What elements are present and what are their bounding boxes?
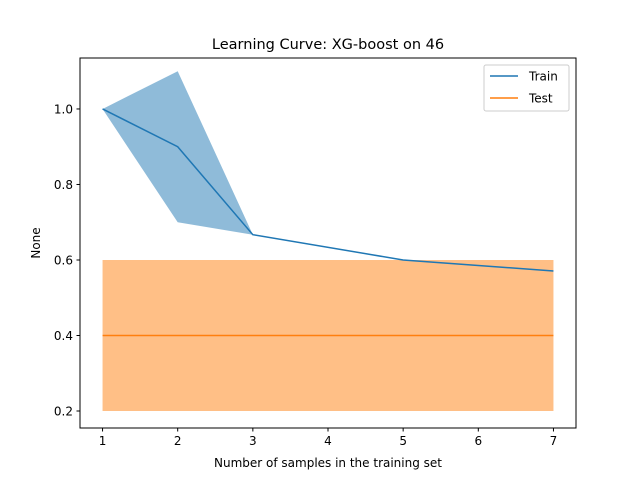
x-axis-label: Number of samples in the training set [214,456,442,470]
y-tick-label-1: 0.4 [54,329,73,343]
y-tick-label-4: 1.0 [54,102,73,116]
chart-title: Learning Curve: XG-boost on 46 [212,37,444,53]
series-lines [102,108,554,337]
y-tick-label-2: 0.6 [54,253,73,267]
y-axis-ticks: 0.2 0.4 0.6 0.8 1.0 [54,102,80,418]
x-tick-label-4: 4 [324,434,332,448]
line-train [102,108,554,272]
legend: Train Test [483,64,570,112]
x-tick-label-7: 7 [550,434,558,448]
x-tick-label-6: 6 [474,434,482,448]
y-tick-label-0: 0.2 [54,404,73,418]
x-tick-label-3: 3 [249,434,257,448]
y-tick-label-3: 0.8 [54,178,73,192]
x-tick-label-2: 2 [174,434,182,448]
band-train [102,71,554,271]
x-axis-ticks: 1 2 3 4 5 6 7 [99,428,558,448]
x-tick-label-5: 5 [399,434,407,448]
legend-label-train: Train [528,70,558,84]
y-axis-label: None [29,227,43,258]
x-tick-label-1: 1 [99,434,107,448]
legend-label-test: Test [528,92,553,106]
